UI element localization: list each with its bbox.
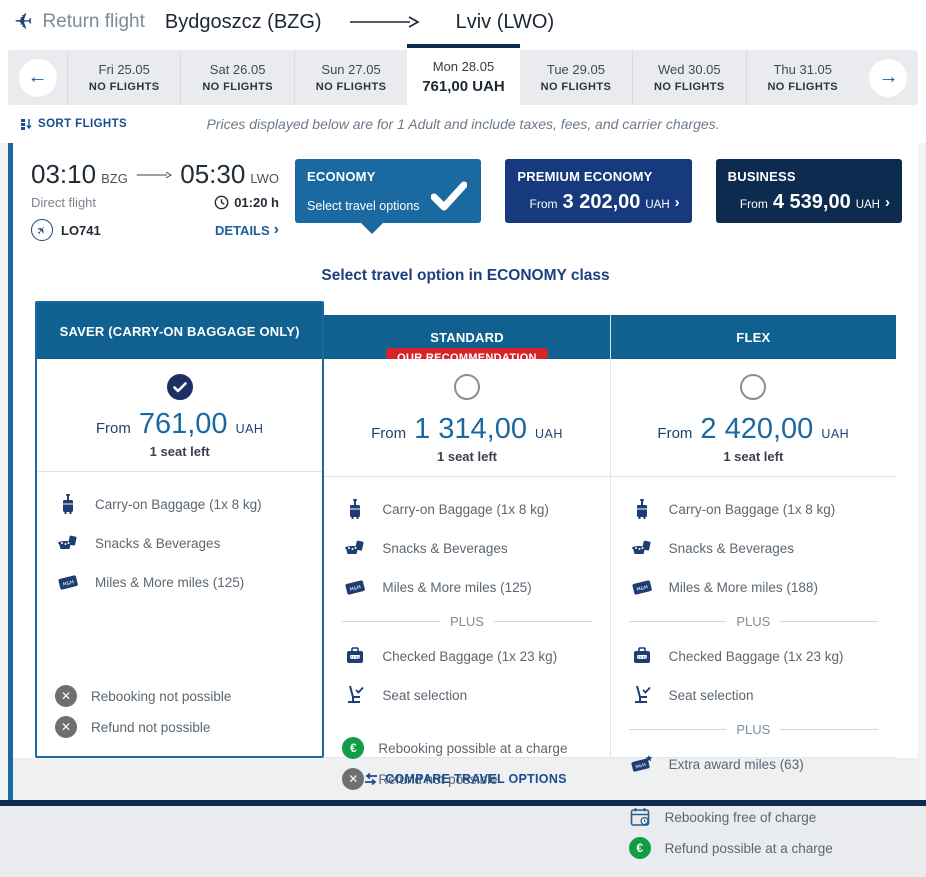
chevron-right-icon: › [273, 221, 279, 238]
flex-radio[interactable] [740, 374, 767, 400]
date-tab-thu-3105[interactable]: Thu 31.05 NO FLIGHTS [745, 50, 859, 105]
business-cabin-button[interactable]: BUSINESS From 4 539,00 UAH › [715, 159, 902, 223]
saver-price: 761,00 [138, 408, 228, 440]
saver-radio-selected[interactable] [166, 374, 193, 400]
fare-cards: SAVER (CARRY-ON BAGGAGE ONLY) From 761,0… [13, 301, 918, 859]
checkmark-icon [431, 181, 468, 211]
chevron-right-icon: › [884, 194, 890, 211]
date-tab-sun-2705[interactable]: Sun 27.05 NO FLIGHTS [293, 50, 408, 105]
next-dates-button[interactable]: → [858, 50, 918, 105]
compare-icon [365, 773, 378, 785]
cabin-class-selector: ECONOMY Select travel options PREMIUM EC… [295, 159, 902, 241]
flight-type: Direct flight [31, 195, 97, 210]
fare-title: SAVER (CARRY-ON BAGGAGE ONLY) [37, 303, 323, 359]
seat-selection-icon [342, 683, 368, 707]
carry-on-baggage-icon [342, 497, 368, 521]
flight-results-page: ✈ Return flight Bydgoszcz (BZG) Lviv (LW… [0, 0, 926, 859]
date-tab-mon-2805-selected[interactable]: Mon 28.05 761,00 UAH [407, 44, 520, 105]
not-possible-icon: ✕ [55, 685, 77, 707]
route-header: ✈ Return flight Bydgoszcz (BZG) Lviv (LW… [0, 0, 926, 44]
airline-logo: ✈ [31, 219, 53, 241]
seats-left: 1 seat left [149, 444, 210, 459]
flight-result-panel: 03:10 BZG 05:30 LWO Direct flight 01:20 … [8, 143, 918, 859]
price-notice: Prices displayed below are for 1 Adult a… [206, 116, 720, 132]
flight-info: 03:10 BZG 05:30 LWO Direct flight 01:20 … [31, 159, 279, 241]
checked-baggage-icon: 23 kg [629, 644, 655, 668]
flight-number: LO741 [61, 222, 101, 238]
airplane-icon: ✈ [14, 9, 33, 34]
departure-airport: BZG [101, 171, 128, 186]
extra-award-miles-icon: M&M [629, 752, 655, 776]
svg-text:M&M: M&M [350, 584, 363, 593]
fare-title: FLEX [610, 315, 896, 359]
compare-travel-options-button[interactable]: COMPARE TRAVEL OPTIONS [13, 758, 918, 800]
miles-and-more-icon: M&M [55, 570, 81, 594]
date-tab-tue-2905[interactable]: Tue 29.05 NO FLIGHTS [519, 50, 633, 105]
svg-text:M&M: M&M [636, 584, 649, 593]
date-tab-sat-2605[interactable]: Sat 26.05 NO FLIGHTS [180, 50, 294, 105]
rebooking-calendar-icon [629, 806, 651, 828]
miles-and-more-icon: M&M [629, 575, 655, 599]
select-option-prompt: Select travel option in ECONOMY class [321, 267, 610, 284]
departure-time: 03:10 [31, 159, 97, 189]
previous-dates-button[interactable]: ← [8, 50, 67, 105]
sort-flights-button[interactable]: SORT FLIGHTS [8, 118, 127, 130]
details-button[interactable]: DETAILS › [215, 221, 279, 238]
not-possible-icon: ✕ [342, 768, 365, 790]
economy-subtitle: Select travel options [307, 199, 420, 213]
seats-left: 1 seat left [723, 449, 784, 464]
carry-on-baggage-icon [629, 497, 655, 521]
date-tab-wed-3005[interactable]: Wed 30.05 NO FLIGHTS [632, 50, 746, 105]
route-arrow-icon [349, 16, 420, 28]
arrival-time: 05:30 [180, 159, 246, 189]
business-price: 4 539,00 [772, 191, 851, 213]
standard-price: 1 314,00 [414, 413, 527, 445]
snacks-icon [629, 536, 655, 560]
svg-text:23 kg: 23 kg [351, 655, 361, 659]
origin-city: Bydgoszcz (BZG) [164, 10, 322, 33]
svg-text:M&M: M&M [62, 579, 75, 588]
not-possible-icon: ✕ [55, 716, 77, 738]
destination-city: Lviv (LWO) [455, 10, 555, 33]
svg-text:M&M: M&M [635, 762, 647, 769]
fare-card-saver[interactable]: SAVER (CARRY-ON BAGGAGE ONLY) From 761,0… [35, 301, 325, 758]
flight-arrow-icon [136, 171, 172, 178]
carry-on-baggage-icon [55, 492, 81, 516]
charge-euro-icon: € [628, 837, 651, 859]
svg-text:23 kg: 23 kg [637, 655, 647, 659]
sort-icon [21, 119, 32, 130]
economy-cabin-button[interactable]: ECONOMY Select travel options [295, 159, 482, 234]
date-navigation: ← Fri 25.05 NO FLIGHTS Sat 26.05 NO FLIG… [0, 44, 926, 105]
recommendation-badge: OUR RECOMMENDATION [386, 348, 548, 364]
clock-icon [214, 195, 229, 210]
seat-selection-icon [629, 683, 655, 707]
left-arrow-icon: ← [27, 66, 48, 88]
premium-price: 3 202,00 [562, 191, 641, 213]
toolbar: Prices displayed below are for 1 Adult a… [0, 105, 926, 143]
plus-divider: PLUS [628, 614, 878, 629]
premium-economy-cabin-button[interactable]: PREMIUM ECONOMY From 3 202,00 UAH › [505, 159, 692, 223]
date-tab-fri-2505[interactable]: Fri 25.05 NO FLIGHTS [67, 50, 181, 105]
standard-radio[interactable] [453, 374, 480, 400]
plus-divider: PLUS [342, 614, 592, 629]
snacks-icon [55, 531, 81, 555]
checkmark-icon [172, 381, 187, 392]
charge-euro-icon: € [342, 737, 365, 759]
miles-and-more-icon: M&M [342, 575, 368, 599]
flight-duration: 01:20 h [234, 195, 279, 210]
right-arrow-icon: → [878, 66, 899, 88]
fare-card-standard[interactable]: STANDARD OUR RECOMMENDATION From 1 314,0… [324, 315, 610, 790]
seats-left: 1 seat left [437, 449, 497, 464]
arrival-airport: LWO [250, 171, 279, 186]
snacks-icon [342, 536, 368, 560]
return-flight-label: Return flight [42, 11, 145, 32]
checked-baggage-icon: 23 kg [342, 644, 368, 668]
flex-price: 2 420,00 [700, 413, 814, 445]
fare-card-flex[interactable]: FLEX From 2 420,00 UAH 1 seat left Carry… [609, 315, 896, 859]
plus-divider: PLUS [628, 722, 878, 737]
chevron-right-icon: › [674, 194, 680, 211]
